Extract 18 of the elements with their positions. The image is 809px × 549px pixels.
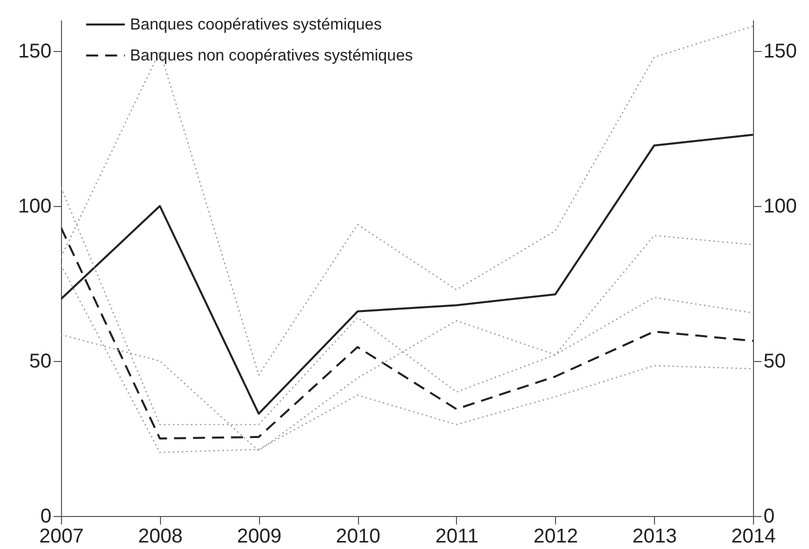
y2-tick-label: 100 (764, 196, 797, 218)
legend-label: Banques non coopératives systémiques (130, 48, 413, 64)
y2-tick-label: 150 (764, 40, 797, 62)
y2-tick-label: 50 (764, 350, 786, 372)
x-tick-label: 2012 (534, 526, 578, 548)
y2-tick-label: 0 (764, 506, 775, 528)
legend-label: Banques coopératives systémiques (130, 16, 382, 34)
x-tick-label: 2013 (632, 526, 677, 548)
y-tick-label: 150 (18, 40, 52, 62)
x-tick-label: 2007 (39, 526, 84, 548)
x-tick-label: 2014 (731, 526, 776, 548)
x-tick-label: 2009 (236, 526, 282, 548)
y-tick-label: 0 (40, 506, 52, 528)
x-tick-label: 2011 (435, 526, 478, 548)
y-tick-label: 100 (18, 196, 52, 218)
y-tick-label: 50 (29, 350, 52, 372)
x-tick-label: 2010 (336, 526, 380, 548)
x-tick-label: 2008 (138, 526, 183, 548)
